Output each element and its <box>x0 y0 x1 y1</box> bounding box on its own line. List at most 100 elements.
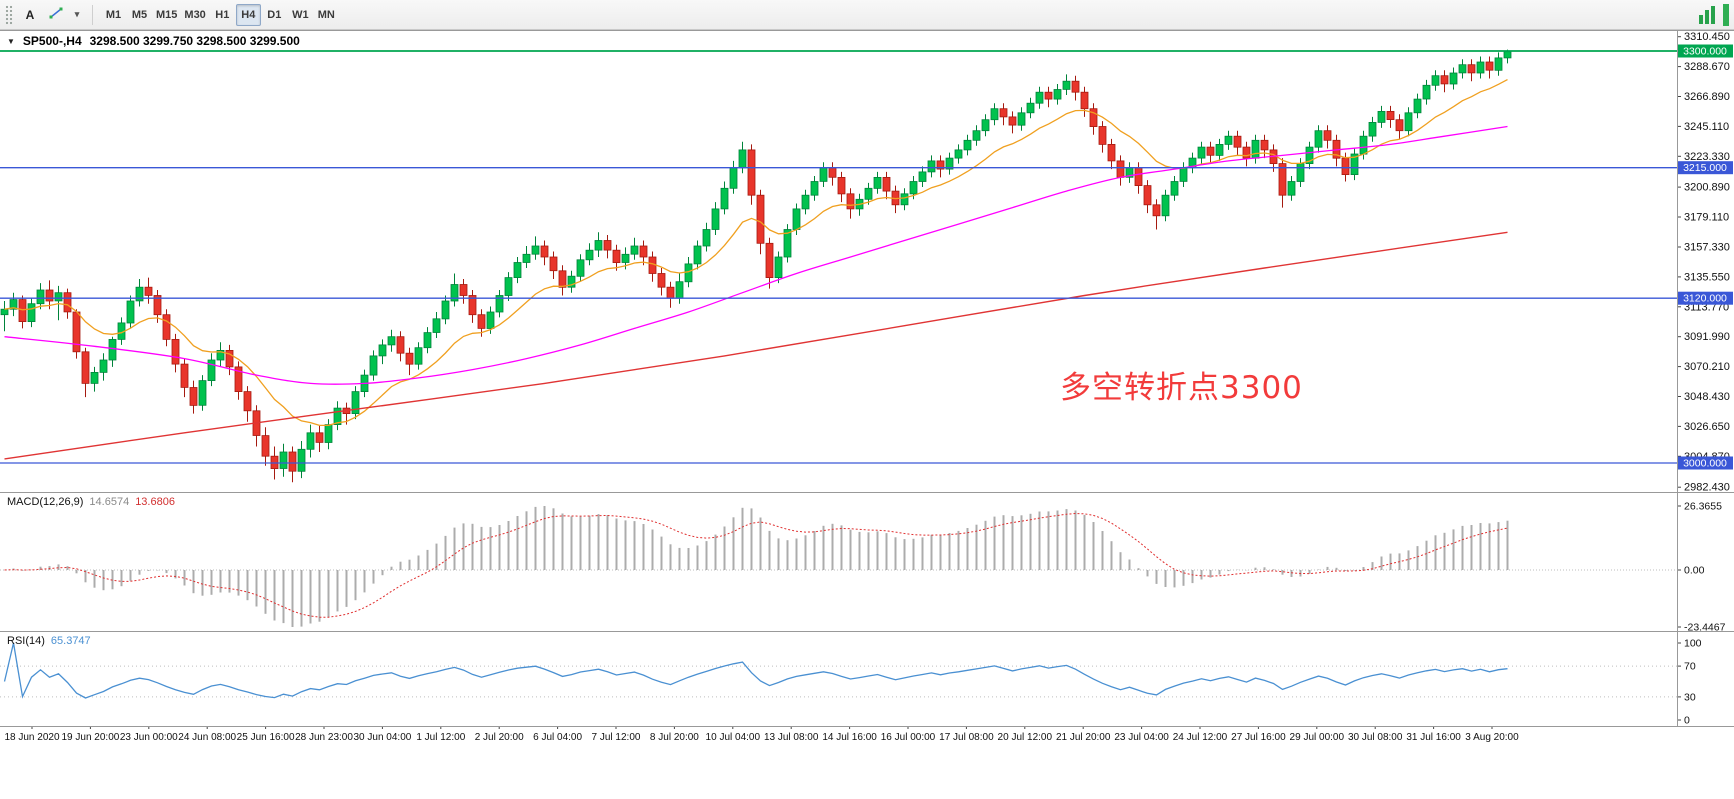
toolbar: A ▾ M1 M5 M15 M30 H1 H4 D1 W1 MN <box>0 0 1734 30</box>
chart-window: 3310.450 3288.670 3266.890 3245.110 3223.330… <box>0 30 1734 744</box>
rsi-indicator-label: RSI(14) 65.3747 <box>7 635 91 647</box>
svg-text:16 Jul 00:00: 16 Jul 00:00 <box>881 732 936 743</box>
hline-price-tag <box>1677 291 1733 305</box>
timeframe-button-h4[interactable]: H4 <box>235 3 261 26</box>
svg-text:3070.210: 3070.210 <box>1684 361 1730 373</box>
svg-text:30: 30 <box>1684 691 1696 703</box>
macd-value-main: 14.6574 <box>89 496 130 508</box>
symbol-timeframe-label: SP500-,H4 <box>22 34 82 48</box>
svg-text:24 Jul 12:00: 24 Jul 12:00 <box>1173 732 1228 743</box>
tools-dropdown-button[interactable]: ▾ <box>70 4 84 26</box>
svg-text:14 Jul 16:00: 14 Jul 16:00 <box>822 732 877 743</box>
svg-text:3157.330: 3157.330 <box>1684 242 1730 254</box>
timeframe-button-d1[interactable]: D1 <box>262 4 287 26</box>
svg-text:29 Jul 00:00: 29 Jul 00:00 <box>1290 732 1345 743</box>
timeframe-button-m5[interactable]: M5 <box>127 4 152 26</box>
svg-text:18 Jun 2020: 18 Jun 2020 <box>4 732 59 743</box>
toolbar-grip[interactable] <box>5 4 13 25</box>
svg-text:28 Jun 23:00: 28 Jun 23:00 <box>295 732 353 743</box>
svg-text:19 Jun 20:00: 19 Jun 20:00 <box>61 732 119 743</box>
svg-text:3245.110: 3245.110 <box>1684 121 1729 133</box>
chart-canvas[interactable]: 3310.450 3288.670 3266.890 3245.110 3223.330… <box>0 30 1734 744</box>
timeframe-button-m30[interactable]: M30 <box>181 4 208 26</box>
macd-signal-line <box>4 512 1508 618</box>
svg-text:13 Jul 08:00: 13 Jul 08:00 <box>764 732 819 743</box>
svg-text:7 Jul 12:00: 7 Jul 12:00 <box>592 732 641 743</box>
svg-text:17 Jul 08:00: 17 Jul 08:00 <box>939 732 994 743</box>
text-annotation[interactable]: 多空转折点3300 <box>1060 370 1303 406</box>
svg-text:-23.4467: -23.4467 <box>1684 622 1726 634</box>
rsi-line <box>3 642 1508 699</box>
svg-text:30 Jul 08:00: 30 Jul 08:00 <box>1348 732 1403 743</box>
toolbar-separator <box>92 4 93 25</box>
macd-indicator-label: MACD(12,26,9) 14.6574 13.6806 <box>7 496 175 508</box>
macd-panel: 26.3655 0.00 -23.4467 <box>0 501 1726 634</box>
hline-price-tag <box>1677 456 1733 470</box>
svg-text:2982.430: 2982.430 <box>1684 482 1730 494</box>
bar-chart-icon <box>1699 5 1715 24</box>
svg-text:3266.890: 3266.890 <box>1684 91 1730 103</box>
price-panel <box>0 49 1677 483</box>
chart-title: ▼ SP500-,H4 3298.500 3299.750 3298.500 3… <box>7 34 300 48</box>
timeframe-button-m15[interactable]: M15 <box>153 4 180 26</box>
timeframe-button-mn[interactable]: MN <box>314 4 339 26</box>
svg-text:0.00: 0.00 <box>1684 565 1705 577</box>
rsi-panel: 100 70 30 0 <box>0 638 1702 727</box>
svg-text:3288.670: 3288.670 <box>1684 61 1730 73</box>
svg-text:25 Jun 16:00: 25 Jun 16:00 <box>237 732 295 743</box>
toolbar-edge-icon <box>1723 3 1729 26</box>
dropdown-triangle-icon[interactable]: ▼ <box>7 36 15 46</box>
svg-text:3200.890: 3200.890 <box>1684 182 1730 194</box>
svg-text:31 Jul 16:00: 31 Jul 16:00 <box>1406 732 1461 743</box>
panel-separator-macd[interactable] <box>0 489 1734 495</box>
svg-text:3310.450: 3310.450 <box>1684 31 1730 43</box>
timeframe-button-h1[interactable]: H1 <box>210 4 235 26</box>
svg-text:3179.110: 3179.110 <box>1684 212 1729 224</box>
svg-text:3223.330: 3223.330 <box>1684 151 1730 163</box>
macd-name: MACD(12,26,9) <box>7 496 84 508</box>
svg-text:3120.000: 3120.000 <box>1683 293 1727 305</box>
rsi-name: RSI(14) <box>7 635 45 647</box>
svg-text:3135.550: 3135.550 <box>1684 271 1730 283</box>
timeframe-button-m1[interactable]: M1 <box>101 4 126 26</box>
svg-text:23 Jul 04:00: 23 Jul 04:00 <box>1114 732 1169 743</box>
ma-slow-line <box>4 231 1508 460</box>
time-axis[interactable] <box>0 726 1677 744</box>
svg-text:3048.430: 3048.430 <box>1684 391 1730 403</box>
svg-text:26.3655: 26.3655 <box>1684 501 1722 513</box>
line-studies-button[interactable] <box>44 4 68 26</box>
svg-text:100: 100 <box>1684 638 1702 650</box>
trendline-icon <box>49 6 63 23</box>
timeframe-button-w1[interactable]: W1 <box>288 4 313 26</box>
svg-text:70: 70 <box>1684 661 1696 673</box>
panel-separator-rsi[interactable] <box>0 628 1734 634</box>
chevron-down-icon: ▾ <box>74 9 80 19</box>
timeframe-group: M1 M5 M15 M30 H1 H4 D1 W1 MN <box>101 3 339 26</box>
hline-price-tag <box>1677 44 1733 58</box>
svg-text:21 Jul 20:00: 21 Jul 20:00 <box>1056 732 1111 743</box>
time-axis-labels: 18 Jun 2020 19 Jun 20:00 23 Jun 00:00 24 Ju… <box>4 726 1519 743</box>
price-axis[interactable] <box>1677 30 1734 726</box>
ohlc-readout: 3298.500 3299.750 3298.500 3299.500 <box>89 34 300 48</box>
svg-text:23 Jun 00:00: 23 Jun 00:00 <box>120 732 178 743</box>
hline-price-tag <box>1677 161 1733 175</box>
svg-text:27 Jul 16:00: 27 Jul 16:00 <box>1231 732 1286 743</box>
svg-text:20 Jul 12:00: 20 Jul 12:00 <box>998 732 1053 743</box>
svg-text:3000.000: 3000.000 <box>1683 458 1727 470</box>
svg-text:10 Jul 04:00: 10 Jul 04:00 <box>706 732 761 743</box>
text-tool-button[interactable]: A <box>18 4 42 26</box>
svg-text:30 Jun 04:00: 30 Jun 04:00 <box>353 732 411 743</box>
rsi-value: 65.3747 <box>50 635 91 647</box>
svg-text:24 Jun 08:00: 24 Jun 08:00 <box>178 732 236 743</box>
svg-text:3 Aug 20:00: 3 Aug 20:00 <box>1465 732 1519 743</box>
price-axis-labels: 3310.450 3288.670 3266.890 3245.110 3223.330… <box>1677 31 1733 494</box>
svg-text:3091.990: 3091.990 <box>1684 331 1730 343</box>
svg-text:3300.000: 3300.000 <box>1683 46 1727 58</box>
svg-text:2 Jul 20:00: 2 Jul 20:00 <box>475 732 524 743</box>
ma-mid-line <box>4 125 1508 385</box>
svg-text:0: 0 <box>1684 715 1690 727</box>
svg-text:1 Jul 12:00: 1 Jul 12:00 <box>416 732 465 743</box>
svg-text:3026.650: 3026.650 <box>1684 421 1730 433</box>
svg-text:8 Jul 20:00: 8 Jul 20:00 <box>650 732 699 743</box>
